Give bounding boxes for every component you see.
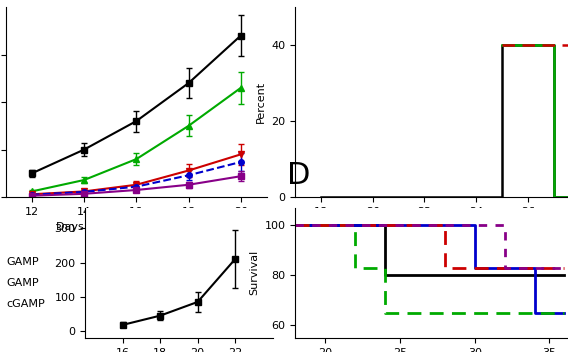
X-axis label: Days after tumor inoculation: Days after tumor inoculation — [56, 222, 216, 232]
Text: D: D — [287, 162, 310, 190]
Text: GAMP: GAMP — [6, 278, 39, 288]
Text: cGAMP: cGAMP — [6, 299, 45, 309]
Y-axis label: Percent: Percent — [256, 81, 266, 123]
Y-axis label: Survival: Survival — [249, 250, 259, 295]
Text: GAMP: GAMP — [6, 257, 39, 268]
X-axis label: Days after tumor inoculation: Days after tumor inoculation — [357, 222, 517, 232]
